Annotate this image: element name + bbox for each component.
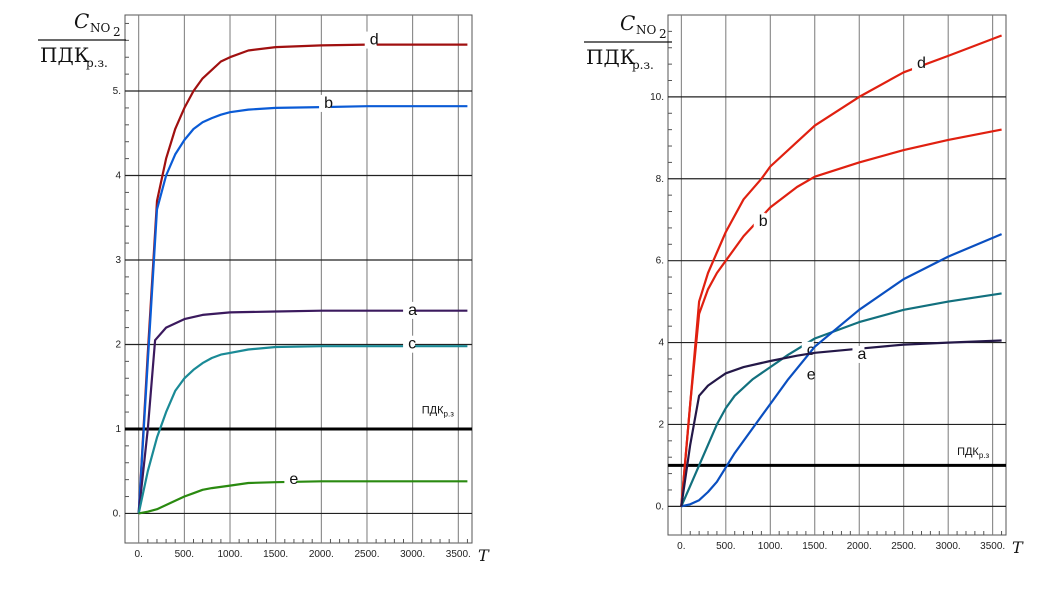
y-label-denominator: ПДК [586, 45, 636, 69]
x-tick-label: 1000. [758, 541, 783, 552]
y-tick-label: 0. [656, 501, 664, 512]
y-label-numerator: C [620, 11, 635, 35]
series-label-bg [852, 345, 865, 363]
y-label-numerator-sub2: 2 [659, 27, 667, 41]
y-tick-label: 5. [113, 86, 121, 97]
y-tick-label: 4 [658, 338, 664, 349]
y-tick-label: 2 [115, 339, 121, 350]
series-label-bg [403, 301, 416, 319]
series-label-b: b [324, 95, 333, 112]
y-label-numerator-sub: NO [90, 21, 111, 35]
x-tick-label: 0. [677, 541, 685, 552]
x-tick-label: 2000. [309, 549, 334, 560]
threshold-label-sub: р.з [979, 451, 990, 460]
series-line-c [680, 292, 1002, 507]
x-tick-label: 1500. [802, 541, 827, 552]
y-tick-label: 0. [113, 508, 121, 519]
x-tick-label: 1000. [217, 549, 242, 560]
threshold-label: ПДКр.з [957, 446, 989, 460]
y-tick-label: 6. [656, 256, 664, 267]
x-tick-label: 500. [716, 541, 735, 552]
series-line-e [681, 233, 1003, 508]
series-label-d: d [370, 32, 379, 49]
x-axis-label: T [1012, 538, 1024, 557]
plot-frame [667, 14, 1007, 536]
y-label-numerator-sub2: 2 [113, 25, 121, 39]
y-tick-label: 4 [115, 171, 121, 182]
series-label-bg [364, 31, 377, 49]
series-label-bg [403, 335, 416, 353]
series-line-a [137, 309, 468, 514]
series-label-b: b [759, 213, 768, 230]
y-label-denominator-sub: р.з. [86, 56, 108, 70]
threshold-label-main: ПДК [957, 446, 979, 458]
series-label-bg [753, 212, 766, 230]
threshold-label-main: ПДК [422, 405, 444, 417]
x-tick-label: 0. [135, 549, 143, 560]
series-line-e [138, 480, 468, 515]
right-chart: 0. 500. 1000. 1500. 2000. 2500. 3000. 3500. 0. 2 4… [584, 11, 1024, 557]
threshold-label-sub: р.з [444, 410, 455, 419]
series-label-bg [284, 470, 297, 488]
series-label-e: e [807, 366, 816, 383]
series-label-bg [319, 94, 332, 112]
x-tick-label: 3000. [936, 541, 961, 552]
series-label-bg [801, 366, 814, 384]
y-tick-label: 3 [115, 255, 121, 266]
x-axis-label: T [478, 546, 490, 565]
x-tick-label: 3500. [980, 541, 1005, 552]
series-line-b [680, 128, 1002, 507]
series-label-d: d [917, 55, 926, 72]
threshold-label: ПДКр.з [422, 405, 454, 419]
plot-frame [124, 14, 473, 544]
series-line-d [680, 34, 1002, 507]
x-tick-label: 2500. [354, 549, 379, 560]
x-tick-label: 2000. [847, 541, 872, 552]
series-label-c: c [408, 336, 416, 353]
y-label-denominator-sub: р.з. [632, 58, 654, 72]
x-tick-label: 2500. [891, 541, 916, 552]
y-label-numerator: C [74, 9, 89, 33]
y-tick-label: 8. [656, 174, 664, 185]
series-label-bg [912, 55, 925, 73]
y-label-numerator-sub: NO [636, 23, 657, 37]
y-tick-label: 2 [658, 419, 664, 430]
x-tick-label: 500. [175, 549, 194, 560]
series-line-d [137, 43, 468, 514]
series-line-a [680, 339, 1002, 507]
y-label-denominator: ПДК [40, 43, 90, 67]
series-label-a: a [408, 302, 417, 319]
left-chart: 0. 500. 1000. 1500. 2000. 2500. 3000. 3500. 0. 1 2… [38, 9, 490, 565]
x-tick-label: 3000. [400, 549, 425, 560]
series-line-c [137, 345, 468, 514]
series-label-a: a [857, 346, 866, 363]
y-tick-label: 1 [115, 424, 121, 435]
series-label-e: e [289, 471, 298, 488]
x-tick-label: 1500. [263, 549, 288, 560]
y-tick-label: 10. [650, 92, 664, 103]
x-tick-label: 3500. [446, 549, 471, 560]
series-line-b [137, 105, 468, 514]
